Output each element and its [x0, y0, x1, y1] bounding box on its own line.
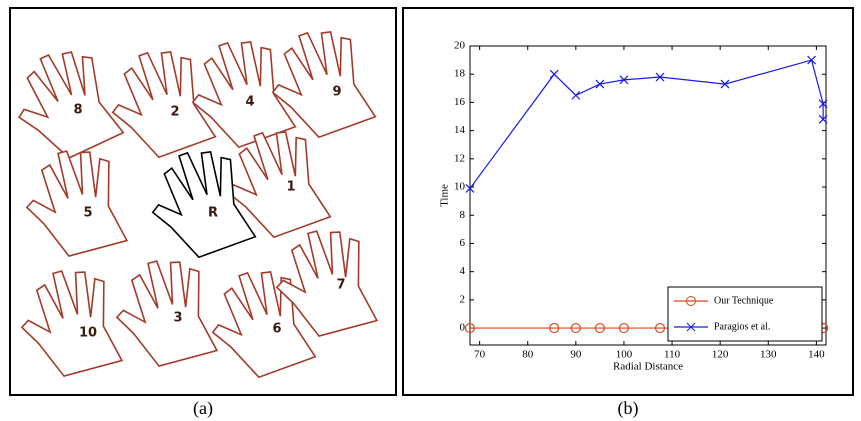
y-tick-label: 20	[454, 40, 466, 52]
y-tick-label: 12	[454, 152, 465, 164]
x-tick-label: 140	[808, 349, 825, 361]
hand-label: 9	[332, 85, 341, 100]
y-tick-label: 2	[460, 293, 466, 305]
hand	[11, 261, 125, 383]
x-tick-label: 110	[664, 349, 681, 361]
hand-label: 4	[245, 95, 254, 110]
y-tick-label: 16	[454, 96, 466, 108]
hand-label: 8	[73, 103, 82, 118]
hand-label: 1	[286, 180, 295, 195]
hand-label: 2	[170, 105, 179, 120]
hand	[106, 251, 220, 373]
legend: Our Technique Paragios et al.	[668, 287, 822, 341]
marker	[550, 70, 558, 78]
hand-label: 6	[272, 322, 281, 337]
caption: (a)	[193, 398, 213, 419]
x-tick-label: 120	[712, 349, 729, 361]
x-axis-label: Radial Distance	[613, 361, 683, 373]
hand-label: R	[208, 206, 218, 221]
plot: 70 80 90 100 110 120 130 140 0 2 4 6 8 10 12 14 16 18 20 Ra…	[439, 40, 828, 373]
x-tick-label: 130	[760, 349, 777, 361]
hand-label: 3	[173, 311, 182, 326]
legend-label: Paragios et al.	[714, 321, 770, 332]
y-tick-label: 8	[460, 209, 466, 221]
y-tick-label: 6	[460, 237, 466, 249]
y-tick-label: 14	[454, 124, 466, 136]
marker	[572, 91, 580, 99]
series-line	[470, 60, 823, 188]
x-tick-label: 80	[522, 349, 534, 361]
y-tick-label: 10	[454, 181, 466, 193]
hands	[0, 20, 379, 387]
hand-label: 10	[79, 326, 97, 341]
x-tick-label: 70	[474, 349, 486, 361]
marker	[808, 56, 816, 64]
x-tick-label: 90	[570, 349, 582, 361]
y-tick-label: 18	[454, 68, 466, 80]
hand-reference	[138, 140, 258, 267]
hand	[0, 39, 126, 170]
y-axis-label: Time	[439, 184, 451, 207]
hand-label: 7	[336, 278, 345, 293]
hand	[16, 141, 130, 263]
legend-label: Our Technique	[714, 295, 774, 306]
y-tick-label: 0	[460, 322, 466, 334]
figure: 8 2 4 9 5 R 1 10 3 6 7 (a) (b) 708090100…	[0, 0, 861, 421]
hand	[198, 260, 318, 387]
hand-label: 5	[83, 206, 92, 221]
x-tick-label: 100	[616, 349, 633, 361]
y-tick-label: 4	[460, 265, 466, 277]
caption: (b)	[618, 398, 639, 419]
